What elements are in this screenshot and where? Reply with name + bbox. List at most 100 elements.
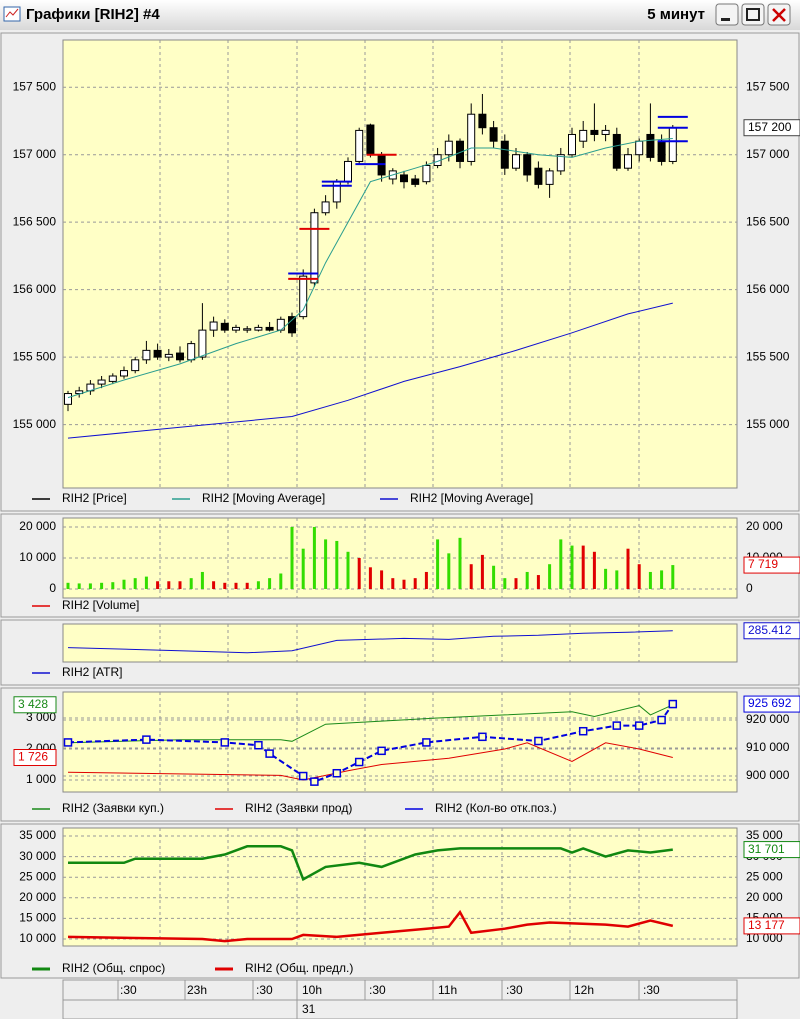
last-value-box: [13, 749, 57, 767]
volume-bar: [671, 565, 675, 590]
candle-body: [153, 349, 162, 358]
series-line: [67, 630, 673, 654]
volume-bar: [592, 551, 596, 590]
volume-bar: [604, 568, 608, 590]
last-value-label: 7 719: [748, 557, 778, 571]
series-point: [612, 721, 622, 730]
legend-label: RIH2 (Заявки прод): [245, 801, 352, 815]
volume-bar: [391, 578, 395, 590]
candle-body: [321, 201, 330, 214]
series-line: [68, 845, 673, 882]
candle-body: [288, 316, 296, 334]
candle-body: [657, 140, 666, 162]
y-tick-label: 155 500: [746, 349, 790, 363]
candle-body: [120, 370, 128, 377]
volume-bar: [480, 554, 484, 590]
volume-bar: [368, 567, 372, 590]
volume-bar: [324, 539, 328, 590]
candle-body: [624, 154, 632, 169]
volume-bar: [469, 564, 473, 590]
y-tick-label: 25 000: [746, 869, 783, 883]
candle-body: [411, 178, 420, 185]
y-tick-label: 10 000: [19, 550, 56, 564]
volume-bar: [458, 537, 462, 590]
volume-bar: [290, 526, 294, 590]
y-tick-label: 1 000: [26, 772, 56, 786]
series-line: [67, 703, 674, 783]
candle-body: [232, 326, 240, 331]
series-line: [67, 704, 674, 744]
candle-body: [164, 353, 173, 358]
close-button[interactable]: [767, 3, 791, 26]
candle-body: [344, 160, 352, 183]
candle-body: [467, 113, 476, 162]
minimize-button[interactable]: [715, 3, 739, 26]
candle-body: [646, 133, 655, 158]
y-tick-label: 156 500: [746, 214, 790, 228]
y-tick-label: 155 000: [13, 417, 57, 431]
candle-body: [534, 167, 543, 185]
plot-area: [62, 39, 738, 489]
charts: 157 500 157 500 157 000 157 000 156 500 156 5…: [0, 32, 800, 979]
time-label: :30: [256, 983, 273, 997]
candle-body: [612, 133, 621, 169]
volume-bar: [581, 545, 585, 590]
candle-body: [75, 390, 84, 395]
legend-label: RIH2 (Заявки куп.): [62, 801, 164, 815]
candle-body: [579, 129, 588, 142]
window-icon-line: [5, 8, 19, 18]
y-tick-label: 157 000: [13, 147, 57, 161]
y-tick-label: 156 000: [746, 282, 790, 296]
last-value-label: 285.412: [748, 623, 792, 637]
volume-bar: [268, 578, 272, 590]
y-tick-label: 910 000: [746, 740, 790, 754]
time-label: :30: [120, 983, 137, 997]
series-point: [142, 735, 151, 744]
volume-bar: [447, 553, 451, 590]
series-point: [478, 732, 487, 742]
y-tick-label: 0: [746, 581, 753, 595]
volume-bar: [615, 570, 619, 590]
series-line: [67, 138, 673, 399]
series-point: [668, 699, 678, 709]
y-tick-label: 20 000: [19, 519, 56, 533]
volume-bar: [312, 526, 316, 590]
volume-bar: [66, 582, 70, 590]
candle-body: [523, 154, 532, 176]
time-label: 11h: [438, 983, 457, 997]
last-value-label: 925 692: [748, 696, 792, 710]
last-value-box: [743, 556, 800, 574]
volume-bar: [536, 575, 540, 590]
y-tick-label: 35 000: [19, 828, 56, 842]
volume-bar: [380, 570, 384, 590]
legend-label: RIH2 (Кол-во отк.поз.): [435, 801, 557, 815]
volume-bar: [100, 582, 104, 590]
y-tick-label: 3 000: [26, 710, 56, 724]
volume-bar: [660, 570, 664, 590]
series-point: [332, 768, 342, 778]
series-point: [578, 726, 588, 736]
interval[interactable]: 5 минут: [647, 6, 705, 23]
y-tick-label: 155 000: [746, 417, 790, 431]
y-tick-label: 900 000: [746, 768, 790, 782]
candle-body: [64, 393, 72, 405]
candle-body: [108, 375, 117, 382]
series-point: [254, 740, 263, 750]
volume-bar: [223, 582, 227, 590]
plot-area: [62, 623, 738, 663]
candle-body: [366, 124, 375, 156]
candle-body: [176, 352, 184, 361]
volume-bar: [492, 565, 496, 590]
candle-body: [500, 140, 509, 169]
maximize-button[interactable]: [741, 3, 765, 26]
volume-bar: [514, 578, 518, 590]
series-point: [634, 721, 644, 730]
plot-area: [62, 691, 738, 793]
legend-label: RIH2 (Общ. спрос): [62, 961, 165, 975]
y-tick-label: 20 000: [746, 890, 783, 904]
candle-body: [568, 133, 576, 156]
last-value-label: 1 726: [18, 750, 48, 764]
time-label: :30: [643, 983, 660, 997]
time-label: :30: [506, 983, 523, 997]
candle-body: [243, 328, 252, 331]
